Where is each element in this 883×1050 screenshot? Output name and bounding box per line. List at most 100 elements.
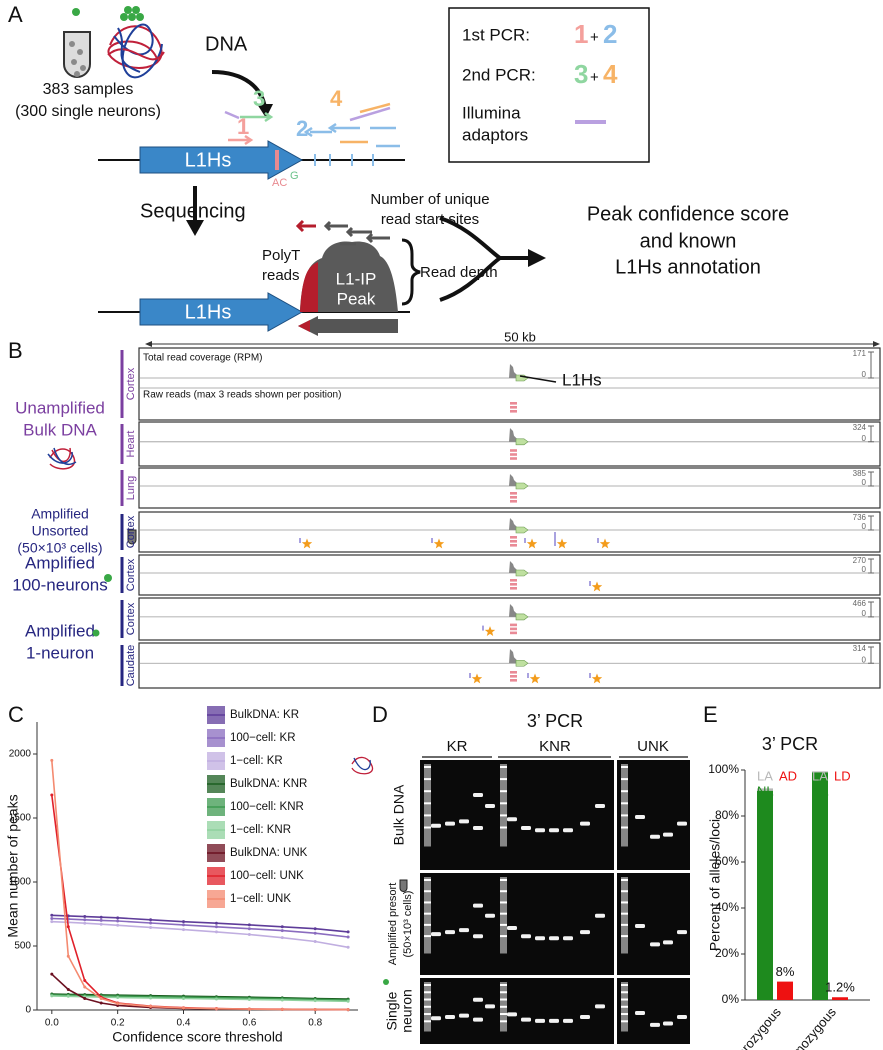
band — [650, 942, 660, 947]
neuron-icon — [383, 979, 389, 985]
cluster-icon — [120, 6, 144, 21]
point — [247, 923, 251, 927]
legend-text: adaptors — [462, 125, 528, 144]
ladder-band — [500, 984, 507, 986]
band — [635, 924, 645, 928]
ladder-band — [424, 984, 431, 986]
track-box — [138, 347, 881, 421]
l1hs-marker — [515, 482, 529, 490]
gel — [420, 760, 614, 870]
ladder-band — [500, 998, 507, 1001]
step-label: Sequencing — [140, 200, 246, 222]
track-box — [138, 511, 881, 553]
point — [280, 1007, 284, 1011]
ladder-band — [621, 984, 628, 986]
peak — [300, 241, 398, 312]
point — [313, 931, 317, 935]
point — [214, 921, 218, 925]
ladder-band — [424, 879, 431, 881]
point — [280, 936, 284, 940]
star — [526, 538, 538, 549]
dna-icon — [47, 447, 77, 466]
scale-bracket — [868, 515, 874, 531]
ladder-band — [500, 901, 507, 904]
read — [510, 500, 517, 503]
band — [549, 936, 559, 941]
primer: 3 — [253, 86, 265, 111]
neuron-icon — [92, 629, 100, 637]
scale-min: 0 — [862, 478, 867, 487]
neuron-icon — [72, 8, 80, 16]
band — [635, 1011, 645, 1015]
y-axis-label: Mean number of peaks — [5, 794, 21, 937]
y-tick-label: 100% — [708, 762, 739, 776]
y-tick-label: 2000 — [9, 749, 32, 760]
track-caption: Raw reads (max 3 reads shown per positio… — [143, 390, 341, 401]
gel — [617, 760, 690, 870]
primer: 1 — [574, 19, 588, 49]
ladder-band — [621, 935, 628, 938]
band — [663, 940, 673, 945]
point — [83, 996, 87, 1000]
gel — [617, 978, 690, 1044]
read — [510, 402, 517, 405]
polyt-label: PolyT — [262, 247, 300, 264]
dna-icon — [353, 757, 371, 771]
star — [556, 538, 568, 549]
band — [473, 1017, 483, 1022]
panel-label: E — [703, 702, 718, 727]
series-line — [51, 914, 349, 933]
bar — [812, 771, 828, 773]
point — [346, 935, 350, 939]
unique-label: Number of unique — [370, 191, 489, 208]
l1hs-marker — [515, 569, 529, 577]
band — [445, 930, 455, 935]
ladder-band — [424, 998, 431, 1001]
point — [83, 979, 87, 983]
point — [346, 1008, 350, 1012]
point — [214, 925, 218, 929]
tissue-label: Cortex — [125, 558, 137, 591]
read — [510, 453, 517, 456]
group-label: Amplified — [31, 506, 89, 522]
band — [521, 826, 531, 830]
ladder-band — [621, 826, 628, 829]
band — [485, 913, 495, 918]
ladder-band — [500, 826, 507, 829]
point — [346, 999, 350, 1003]
series-line — [51, 993, 349, 1000]
ladder-band — [424, 802, 431, 805]
star — [433, 538, 445, 549]
panel-a: A DNA 383 samples (300 single neurons) 1… — [8, 2, 789, 336]
band — [650, 834, 660, 839]
result-label: and known — [640, 230, 737, 252]
polyt-label: reads — [262, 267, 300, 284]
ladder — [621, 764, 628, 847]
point — [214, 930, 218, 934]
point — [346, 930, 350, 934]
ladder-band — [621, 923, 628, 926]
ladder-band — [424, 814, 431, 817]
band — [677, 821, 687, 826]
point — [50, 916, 54, 920]
primer: 2 — [296, 116, 308, 141]
scale-max: 314 — [853, 644, 867, 653]
band — [485, 1004, 495, 1009]
band — [549, 1018, 559, 1023]
band — [535, 936, 545, 941]
scale-max: 324 — [853, 423, 867, 432]
x-tick-label: Homozygous — [779, 1004, 840, 1050]
band — [521, 934, 531, 939]
band — [580, 930, 590, 935]
band — [459, 928, 469, 933]
x-axis-label: Confidence score threshold — [112, 1029, 282, 1045]
column-label: UNK — [637, 738, 669, 755]
band — [535, 828, 545, 833]
result-label: L1Hs annotation — [615, 256, 761, 278]
ladder-band — [621, 901, 628, 904]
band — [563, 936, 573, 941]
band — [459, 819, 469, 824]
dna-tangle — [107, 23, 165, 79]
scale-max: 270 — [853, 556, 867, 565]
series-line — [51, 994, 349, 1001]
